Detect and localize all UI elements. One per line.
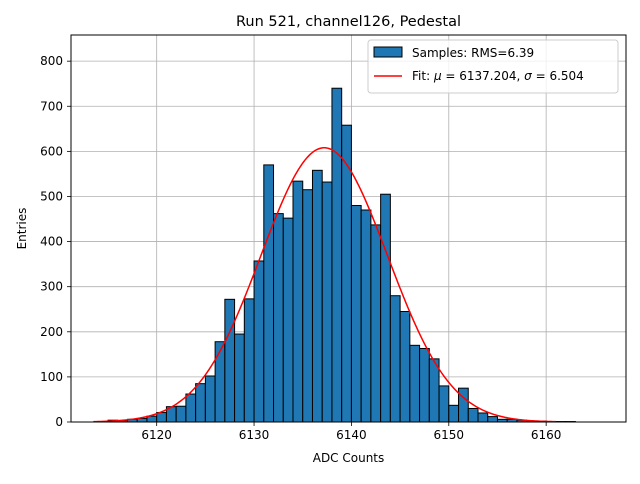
histogram-bar [274, 214, 284, 422]
histogram-bar [371, 225, 381, 422]
legend-histogram-swatch [374, 47, 402, 57]
histogram-bar [351, 205, 361, 422]
histogram-bar [420, 348, 430, 422]
histogram-bar [264, 165, 274, 422]
histogram-bar [254, 261, 264, 422]
histogram-bar [225, 299, 235, 422]
histogram-bar [381, 194, 391, 422]
histogram-bar [390, 296, 400, 422]
histogram-bar [459, 388, 469, 422]
y-axis-label: Entries [15, 208, 29, 250]
legend: Samples: RMS=6.39 Fit: μ = 6137.204, σ =… [368, 40, 618, 93]
histogram-bar [439, 386, 449, 422]
y-tick-label: 700 [40, 99, 63, 113]
histogram-bar [293, 181, 303, 422]
legend-fit-sigma-text: = 6.504 [532, 69, 584, 83]
x-axis-label: ADC Counts [313, 451, 385, 465]
legend-fit-prefix: Fit: [412, 69, 434, 83]
histogram-bar [410, 345, 420, 422]
legend-histogram-label: Samples: RMS=6.39 [412, 46, 534, 60]
y-tick-label: 200 [40, 325, 63, 339]
histogram-bar [303, 190, 313, 422]
histogram-bar [429, 359, 439, 422]
y-tick-label: 300 [40, 280, 63, 294]
histogram-bar [196, 384, 206, 422]
histogram-bar [400, 311, 410, 422]
legend-fit-mu-symbol: μ [433, 69, 442, 83]
legend-fit-label: Fit: μ = 6137.204, σ = 6.504 [412, 69, 584, 83]
histogram-bar [186, 394, 196, 422]
histogram-bar [215, 342, 225, 422]
histogram-bar [235, 334, 245, 422]
y-tick-label: 400 [40, 235, 63, 249]
y-tick-label: 100 [40, 370, 63, 384]
histogram-bar [147, 416, 157, 422]
histogram-bar [468, 408, 478, 422]
histogram-bar [244, 299, 254, 422]
y-tick-label: 0 [55, 415, 63, 429]
y-tick-label: 800 [40, 54, 63, 68]
x-tick-label: 6150 [434, 428, 465, 442]
histogram-bar [332, 88, 342, 422]
x-tick-label: 6120 [141, 428, 172, 442]
histogram-bar [283, 218, 293, 422]
histogram-bar [205, 376, 215, 422]
histogram-bar [322, 182, 332, 422]
x-tick-label: 6160 [531, 428, 562, 442]
histogram-bar [176, 406, 186, 422]
histogram-bar [449, 405, 459, 422]
x-tick-label: 6140 [336, 428, 367, 442]
histogram-bar [478, 413, 488, 422]
histogram-bar [488, 417, 498, 422]
x-tick-label: 6130 [239, 428, 270, 442]
y-tick-label: 500 [40, 189, 63, 203]
histogram-bar [361, 210, 371, 422]
chart-title: Run 521, channel126, Pedestal [236, 14, 461, 30]
y-tick-label: 600 [40, 144, 63, 158]
legend-fit-mu-text: = 6137.204, [442, 69, 525, 83]
histogram-bar [312, 170, 322, 422]
